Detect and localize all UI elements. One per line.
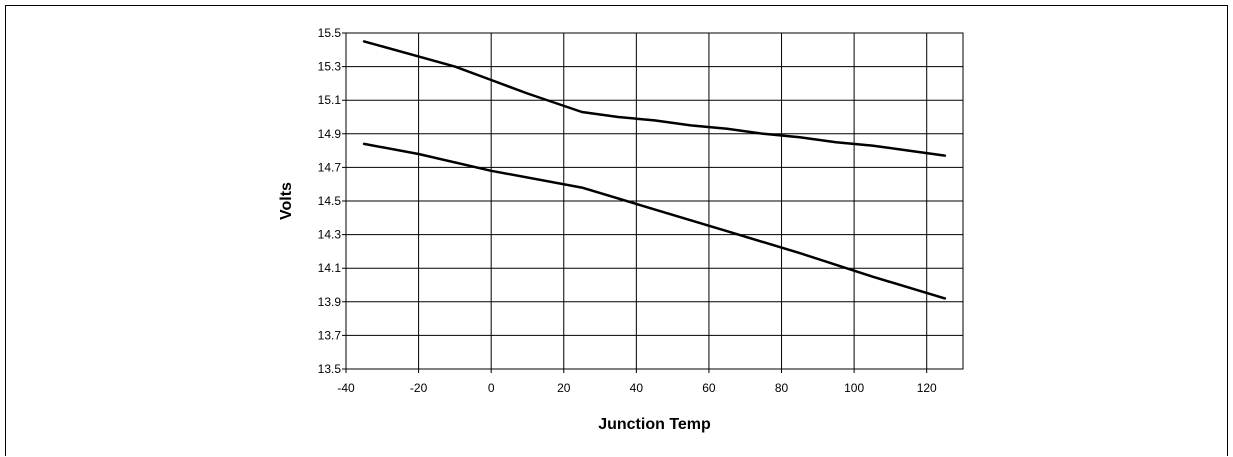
x-axis-ticks: -40 -20 0 20 40 60 80 100 120	[337, 381, 937, 395]
plot-area-border	[345, 32, 964, 370]
x-tick-label: 20	[557, 381, 571, 395]
x-tick-label: -40	[337, 381, 355, 395]
y-axis-title: Volts	[278, 182, 295, 220]
series-lines	[362, 40, 947, 300]
x-tick-label: 120	[917, 381, 937, 395]
x-tick-label: 60	[702, 381, 716, 395]
y-tick-label: 14.7	[318, 160, 342, 174]
series-line-1	[362, 40, 947, 157]
y-tick-label: 14.3	[318, 228, 342, 242]
y-tick-label: 15.3	[318, 60, 342, 74]
chart-frame: -40 -20 0 20 40 60 80 100 120 13.5 13.7 13.9 14.1 14…	[5, 5, 1228, 456]
x-tick-label: 40	[630, 381, 644, 395]
series-line-2	[362, 142, 947, 300]
y-tick-label: 14.9	[318, 127, 342, 141]
y-tick-label: 14.1	[318, 261, 342, 275]
y-axis-ticks: 13.5 13.7 13.9 14.1 14.3 14.5 14.7 14.9 15.1 15.3…	[318, 26, 342, 376]
junction-temp-volts-chart: -40 -20 0 20 40 60 80 100 120 13.5 13.7 13.9 14.1 14…	[278, 26, 964, 433]
x-tick-label: 100	[844, 381, 864, 395]
y-tick-label: 13.9	[318, 295, 342, 309]
x-tick-label: 0	[488, 381, 495, 395]
x-tick-label: 80	[775, 381, 789, 395]
grid-lines	[342, 32, 963, 373]
y-tick-label: 13.5	[318, 362, 342, 376]
x-axis-title: Junction Temp	[598, 416, 711, 433]
y-tick-label: 15.1	[318, 93, 342, 107]
x-tick-label: -20	[410, 381, 428, 395]
y-tick-label: 13.7	[318, 328, 342, 342]
y-tick-label: 15.5	[318, 26, 342, 40]
y-tick-label: 14.5	[318, 194, 342, 208]
